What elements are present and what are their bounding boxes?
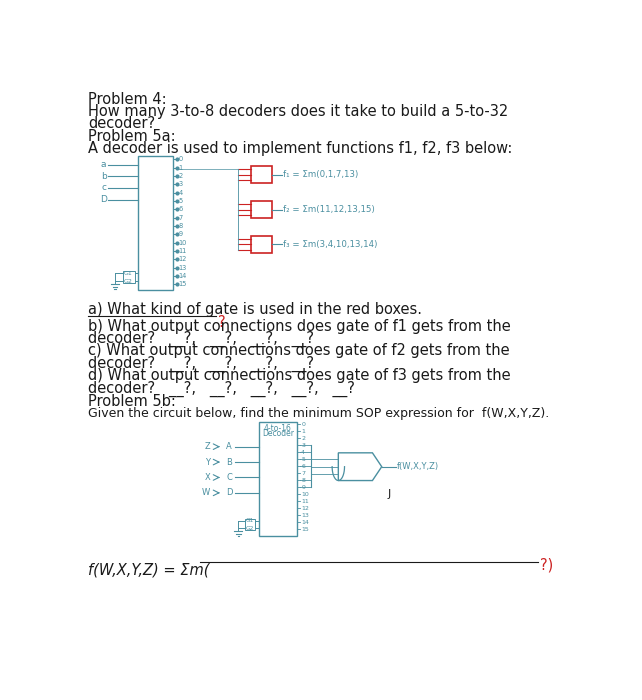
Text: 4: 4 [301, 450, 305, 455]
Text: c) What output connections does gate of f2 gets from the: c) What output connections does gate of … [88, 344, 510, 358]
Text: A decoder is used to implement functions f1, f2, f3 below:: A decoder is used to implement functions… [88, 141, 512, 156]
Text: decoder?: decoder? [88, 116, 155, 132]
Text: decoder?   __?,   __?,   __?,   __?,   __?: decoder? __?, __?, __?, __?, __? [88, 381, 355, 397]
Text: b: b [101, 172, 107, 181]
Text: 11: 11 [178, 248, 187, 254]
Text: a: a [101, 160, 106, 169]
Text: 12: 12 [178, 256, 187, 262]
Text: 6: 6 [178, 206, 183, 212]
Text: 9: 9 [178, 231, 183, 237]
Text: 1: 1 [178, 164, 183, 171]
Text: Problem 5a:: Problem 5a: [88, 129, 176, 144]
Bar [123, 271, 135, 284]
Bar [251, 201, 272, 218]
Text: W: W [202, 489, 211, 498]
Text: 10: 10 [301, 492, 309, 497]
Text: 9: 9 [301, 485, 305, 490]
Text: X: X [205, 473, 211, 482]
Text: How many 3-to-8 decoders does it take to build a 5-to-32: How many 3-to-8 decoders does it take to… [88, 104, 508, 119]
Text: f₁ = Σm(0,1,7,13): f₁ = Σm(0,1,7,13) [283, 170, 358, 179]
Text: J: J [388, 489, 391, 498]
Text: Z: Z [205, 442, 211, 452]
Text: 14: 14 [178, 273, 187, 279]
Text: 1: 1 [301, 429, 305, 434]
Text: ?): ?) [540, 557, 553, 573]
Text: D: D [226, 489, 232, 498]
Text: 13: 13 [178, 265, 187, 271]
Text: 7: 7 [301, 471, 305, 476]
Bar [245, 519, 256, 530]
Text: 0: 0 [178, 157, 183, 162]
Text: G1: G1 [124, 271, 132, 276]
Text: f₂ = Σm(11,12,13,15): f₂ = Σm(11,12,13,15) [283, 205, 375, 214]
Text: b) What output connections does gate of f1 gets from the: b) What output connections does gate of … [88, 318, 511, 334]
Text: 5: 5 [178, 198, 183, 204]
Text: G2: G2 [245, 526, 254, 531]
Text: Given the circuit below, find the minimum SOP expression for  f(W,X,Y,Z).: Given the circuit below, find the minimu… [88, 407, 550, 419]
Bar [251, 167, 272, 183]
Text: d) What output connections does gate of f3 gets from the: d) What output connections does gate of … [88, 368, 510, 383]
Text: ?: ? [218, 315, 226, 330]
Text: Problem 4:: Problem 4: [88, 92, 167, 106]
Text: C: C [226, 473, 232, 482]
Bar [139, 155, 173, 290]
Text: c: c [101, 183, 106, 192]
Bar [251, 236, 272, 253]
Text: 2: 2 [178, 173, 183, 179]
Text: decoder?   __?,   __?,   __?,   __?: decoder? __?, __?, __?, __? [88, 331, 314, 347]
Text: Decoder: Decoder [262, 429, 294, 438]
Text: G2: G2 [124, 279, 132, 284]
Text: 4-to-16: 4-to-16 [264, 424, 292, 433]
Text: 2: 2 [301, 436, 305, 441]
Text: 3: 3 [178, 181, 183, 188]
Text: 8: 8 [178, 223, 183, 229]
Text: 13: 13 [301, 513, 309, 518]
PathPatch shape [338, 453, 382, 480]
Bar [259, 422, 297, 536]
Text: f(W,X,Y,Z): f(W,X,Y,Z) [397, 462, 439, 471]
Text: 15: 15 [301, 527, 309, 532]
Text: Problem 5b:: Problem 5b: [88, 394, 176, 410]
Text: D: D [100, 195, 107, 204]
Text: 0: 0 [301, 422, 305, 427]
Text: 14: 14 [301, 520, 309, 525]
Text: a) What kind of gate is used in the red boxes.: a) What kind of gate is used in the red … [88, 302, 422, 317]
Text: 12: 12 [301, 506, 309, 511]
Text: 5: 5 [301, 457, 305, 462]
Text: A: A [226, 442, 232, 452]
Text: 11: 11 [301, 499, 309, 504]
Text: 6: 6 [301, 464, 305, 469]
Text: 10: 10 [178, 239, 187, 246]
Text: 8: 8 [301, 478, 305, 483]
Text: B: B [226, 458, 232, 467]
Text: f₃ = Σm(3,4,10,13,14): f₃ = Σm(3,4,10,13,14) [283, 239, 377, 248]
Text: f(W,X,Y,Z) = Σm(: f(W,X,Y,Z) = Σm( [88, 562, 209, 578]
Text: G1: G1 [245, 518, 254, 523]
Text: 15: 15 [178, 281, 187, 287]
Text: decoder?   __?,   __?,   __?,   __?: decoder? __?, __?, __?, __? [88, 356, 314, 372]
Text: 3: 3 [301, 443, 305, 448]
Text: 7: 7 [178, 215, 183, 220]
Text: 4: 4 [178, 190, 183, 196]
Text: Y: Y [205, 458, 211, 467]
